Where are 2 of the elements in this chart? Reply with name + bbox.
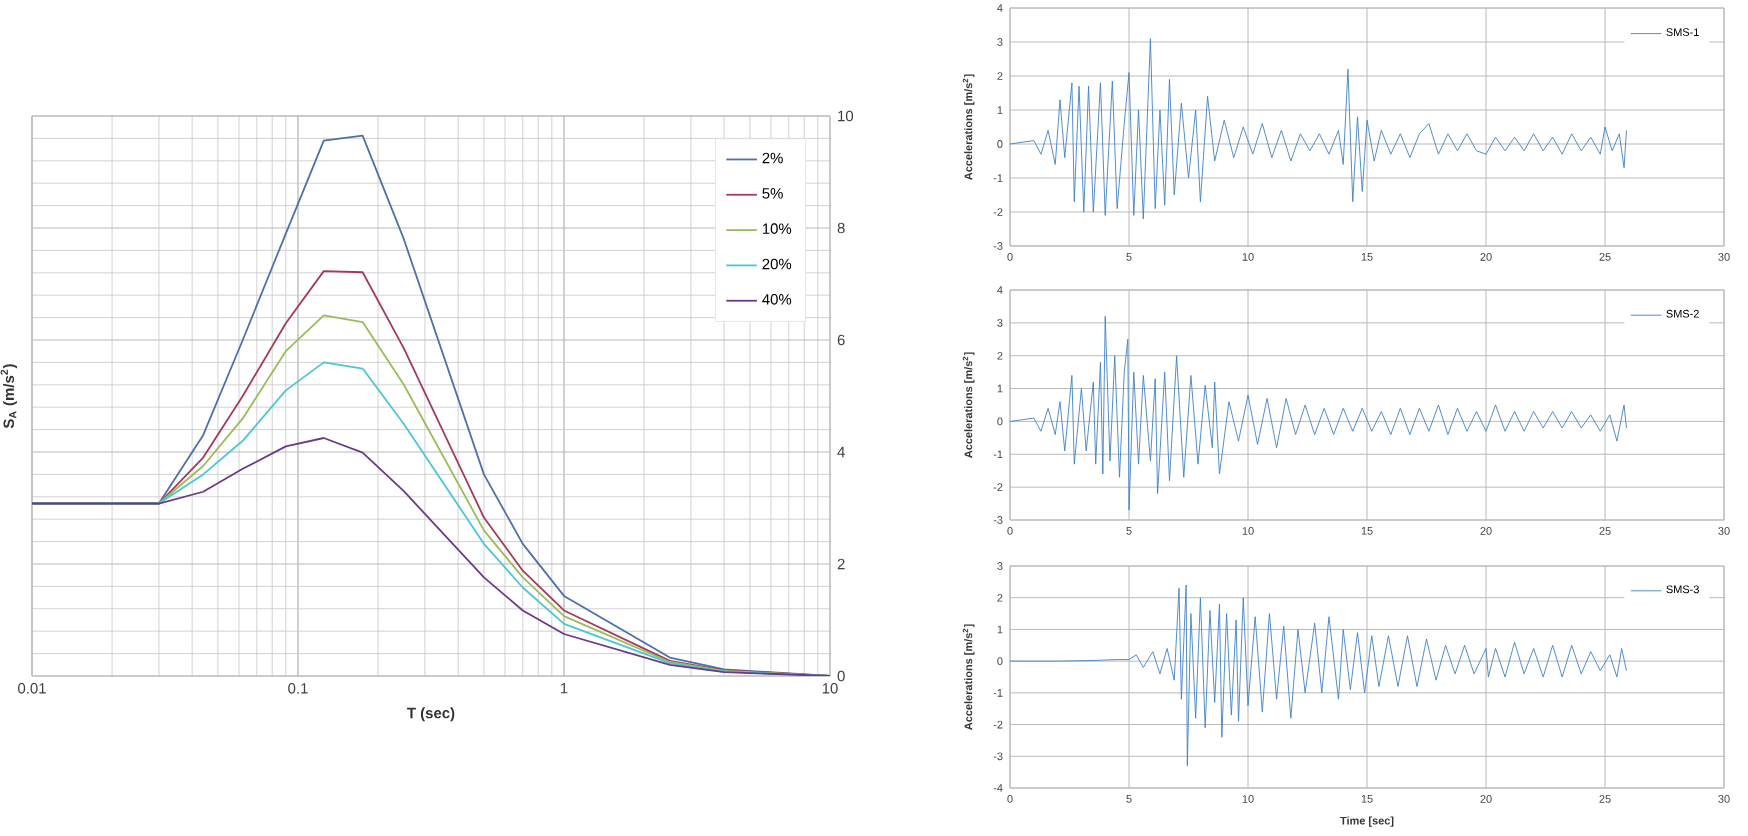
line-series <box>1010 38 1627 220</box>
line-series <box>1010 584 1627 767</box>
